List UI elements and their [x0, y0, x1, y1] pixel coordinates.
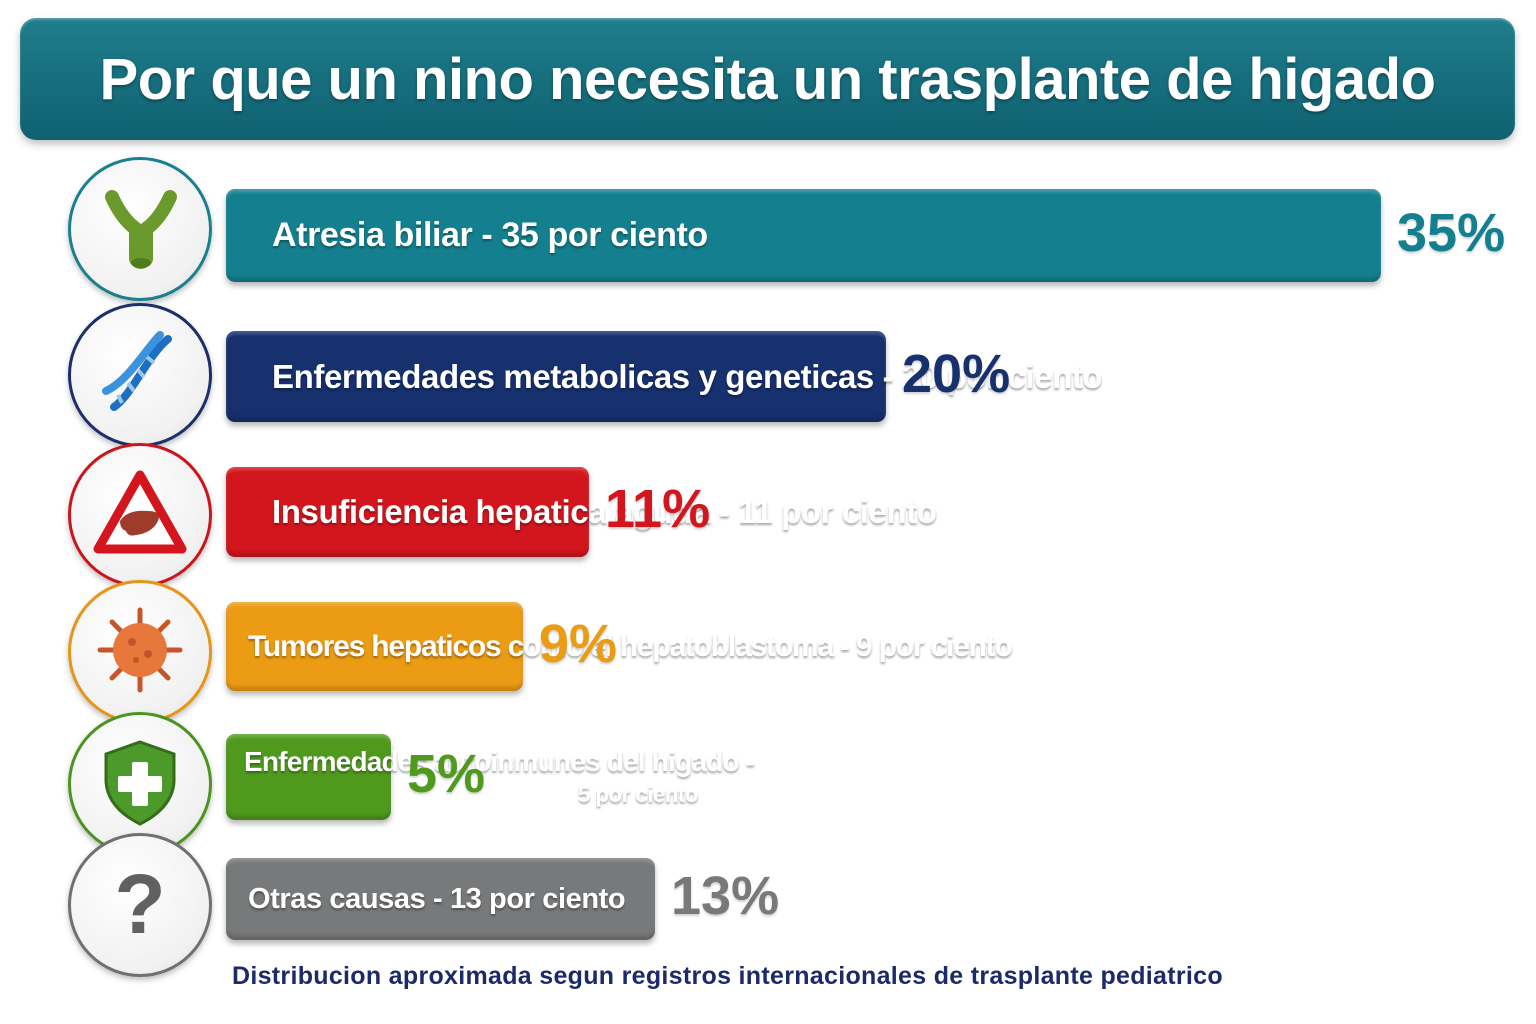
row-icon-circle: [68, 157, 212, 301]
bar: Otras causas - 13 por ciento: [226, 858, 655, 940]
bar-label-line2: 5 por ciento: [578, 782, 698, 807]
question-mark-icon: ?: [92, 855, 188, 956]
bar: Insuficiencia hepatica aguda - 11 por ci…: [226, 467, 937, 557]
liver-warning-icon: [92, 465, 188, 566]
row-icon-circle: [68, 303, 212, 447]
title-banner: Por que un nino necesita un trasplante d…: [20, 18, 1515, 140]
value-label: 5%: [407, 744, 486, 804]
row-icon-circle: [68, 443, 212, 587]
bar-label: Enfermedades metabolicas y geneticas - 2…: [272, 357, 1103, 395]
bar-label: Atresia biliar - 35 por ciento: [272, 216, 708, 254]
dna-icon: [92, 325, 188, 426]
chart-title: Por que un nino necesita un trasplante d…: [99, 46, 1436, 112]
row-icon-circle: [68, 580, 212, 724]
footnote: Distribucion aproximada segun registros …: [232, 962, 1223, 990]
bar-label: Otras causas - 13 por ciento: [248, 882, 626, 915]
value-label: 9%: [539, 613, 618, 674]
bar: Atresia biliar - 35 por ciento: [226, 189, 1381, 282]
tumor-cell-icon: [92, 602, 188, 703]
svg-text:?: ?: [114, 857, 165, 951]
bar: Enfermedades metabolicas y geneticas - 2…: [226, 331, 1103, 422]
value-label: 13%: [671, 866, 780, 926]
bar-label: Enfermedades autoinmunes del higado -: [244, 746, 755, 777]
bar: Enfermedades autoinmunes del higado - 5 p…: [226, 734, 755, 820]
bile-duct-icon: [92, 179, 188, 280]
value-label: 35%: [1397, 202, 1506, 263]
bar-label-group: Enfermedades autoinmunes del higado - 5 p…: [226, 746, 755, 808]
bar-label: Insuficiencia hepatica aguda - 11 por ci…: [272, 493, 937, 530]
value-label: 20%: [902, 343, 1011, 404]
bar-label: Tumores hepaticos como el hepatoblastoma…: [248, 629, 1013, 663]
shield-cross-icon: [92, 734, 188, 835]
row-icon-circle: ?: [68, 833, 212, 977]
value-label: 11%: [605, 479, 711, 539]
bar: Tumores hepaticos como el hepatoblastoma…: [226, 602, 1013, 691]
